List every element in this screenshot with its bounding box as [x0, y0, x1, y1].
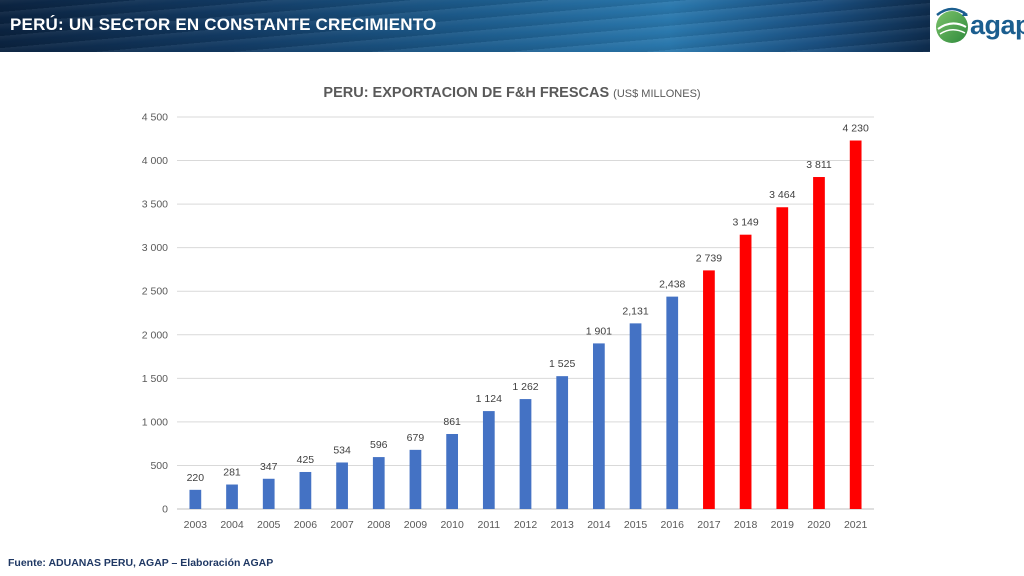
x-tick-label: 2018 [734, 519, 758, 531]
data-labels: 220 281 347 425 534 596 679 861 1 124 1 262 1 525 1… [187, 123, 869, 484]
bar [849, 140, 862, 509]
y-tick-label: 4 000 [142, 155, 168, 167]
bar [629, 323, 642, 509]
bar [409, 449, 422, 509]
data-label: 1 901 [586, 325, 612, 337]
bar [703, 270, 715, 509]
y-tick-label: 2 500 [142, 286, 168, 298]
slide-title: PERÚ: UN SECTOR EN CONSTANTE CRECIMIENTO [10, 15, 437, 34]
bar [666, 296, 679, 509]
bar [372, 457, 385, 509]
y-tick-label: 4 500 [142, 112, 168, 124]
x-tick-label: 2012 [514, 519, 538, 531]
data-label: 679 [407, 432, 425, 444]
y-tick-label: 1 000 [142, 416, 168, 428]
data-label: 1 262 [512, 381, 538, 393]
bar [739, 234, 752, 509]
bar [189, 489, 202, 509]
bar [556, 376, 569, 509]
bar [446, 433, 459, 509]
bar [262, 478, 275, 509]
data-label: 1 525 [549, 358, 575, 370]
data-label: 861 [443, 416, 461, 428]
bar [336, 462, 348, 509]
bar [482, 411, 495, 509]
x-tick-label: 2013 [551, 519, 575, 531]
data-label: 4 230 [843, 123, 869, 135]
globe-icon [936, 7, 968, 43]
y-tick-label: 3 500 [142, 199, 168, 211]
data-label: 3 149 [732, 217, 758, 229]
x-tick-label: 2005 [257, 519, 281, 531]
chart-title-unit: (US$ MILLONES) [613, 88, 701, 100]
bar [226, 484, 238, 509]
data-label: 1 124 [476, 393, 502, 405]
bar [592, 343, 605, 509]
data-label: 596 [370, 439, 388, 451]
chart-title-main: PERU: EXPORTACION DE F&H FRESCAS [323, 85, 610, 101]
x-tick-label: 2010 [440, 519, 464, 531]
data-label: 534 [333, 444, 351, 456]
x-tick-label: 2006 [294, 519, 318, 531]
source-note: Fuente: ADUANAS PERU, AGAP – Elaboración… [8, 557, 274, 569]
x-axis-tick-labels: 2003 2004 2005 2006 2007 2008 2009 2010 2011 2012… [184, 519, 868, 531]
bar [519, 399, 532, 509]
data-label: 3 464 [769, 189, 795, 201]
y-axis-tick-labels: 0 500 1 000 1 500 2 000 2 500 3 000 3 500 4 000 4… [142, 112, 168, 516]
bar [813, 177, 825, 509]
x-tick-label: 2003 [184, 519, 208, 531]
data-label: 347 [260, 461, 278, 473]
bar [299, 471, 312, 509]
y-tick-label: 0 [162, 504, 168, 516]
logo-text: agap [970, 10, 1024, 40]
data-label: 2,131 [622, 305, 648, 317]
x-tick-label: 2004 [220, 519, 244, 531]
x-tick-label: 2021 [844, 519, 868, 531]
x-tick-label: 2016 [661, 519, 685, 531]
x-tick-label: 2011 [478, 519, 501, 531]
x-tick-label: 2014 [587, 519, 611, 531]
y-tick-label: 3 000 [142, 242, 168, 254]
x-tick-label: 2019 [771, 519, 795, 531]
data-label: 3 811 [806, 159, 832, 171]
header-banner: PERÚ: UN SECTOR EN CONSTANTE CRECIMIENTO [0, 0, 930, 52]
x-tick-label: 2015 [624, 519, 648, 531]
x-tick-label: 2020 [807, 519, 831, 531]
data-label: 2,438 [659, 279, 685, 291]
data-label: 2 739 [696, 252, 722, 264]
data-label: 425 [297, 454, 315, 466]
x-tick-label: 2017 [697, 519, 721, 531]
y-tick-label: 1 500 [142, 373, 168, 385]
bars [189, 140, 862, 509]
y-tick-label: 2 000 [142, 329, 168, 341]
agap-logo: agap [930, 0, 1024, 52]
x-tick-label: 2007 [330, 519, 354, 531]
chart-title: PERU: EXPORTACION DE F&H FRESCAS (US$ MI… [0, 85, 1024, 101]
bar [776, 207, 789, 509]
x-tick-label: 2009 [404, 519, 428, 531]
data-label: 220 [187, 472, 205, 484]
data-label: 281 [223, 467, 241, 479]
x-tick-label: 2008 [367, 519, 391, 531]
y-tick-label: 500 [150, 460, 168, 472]
